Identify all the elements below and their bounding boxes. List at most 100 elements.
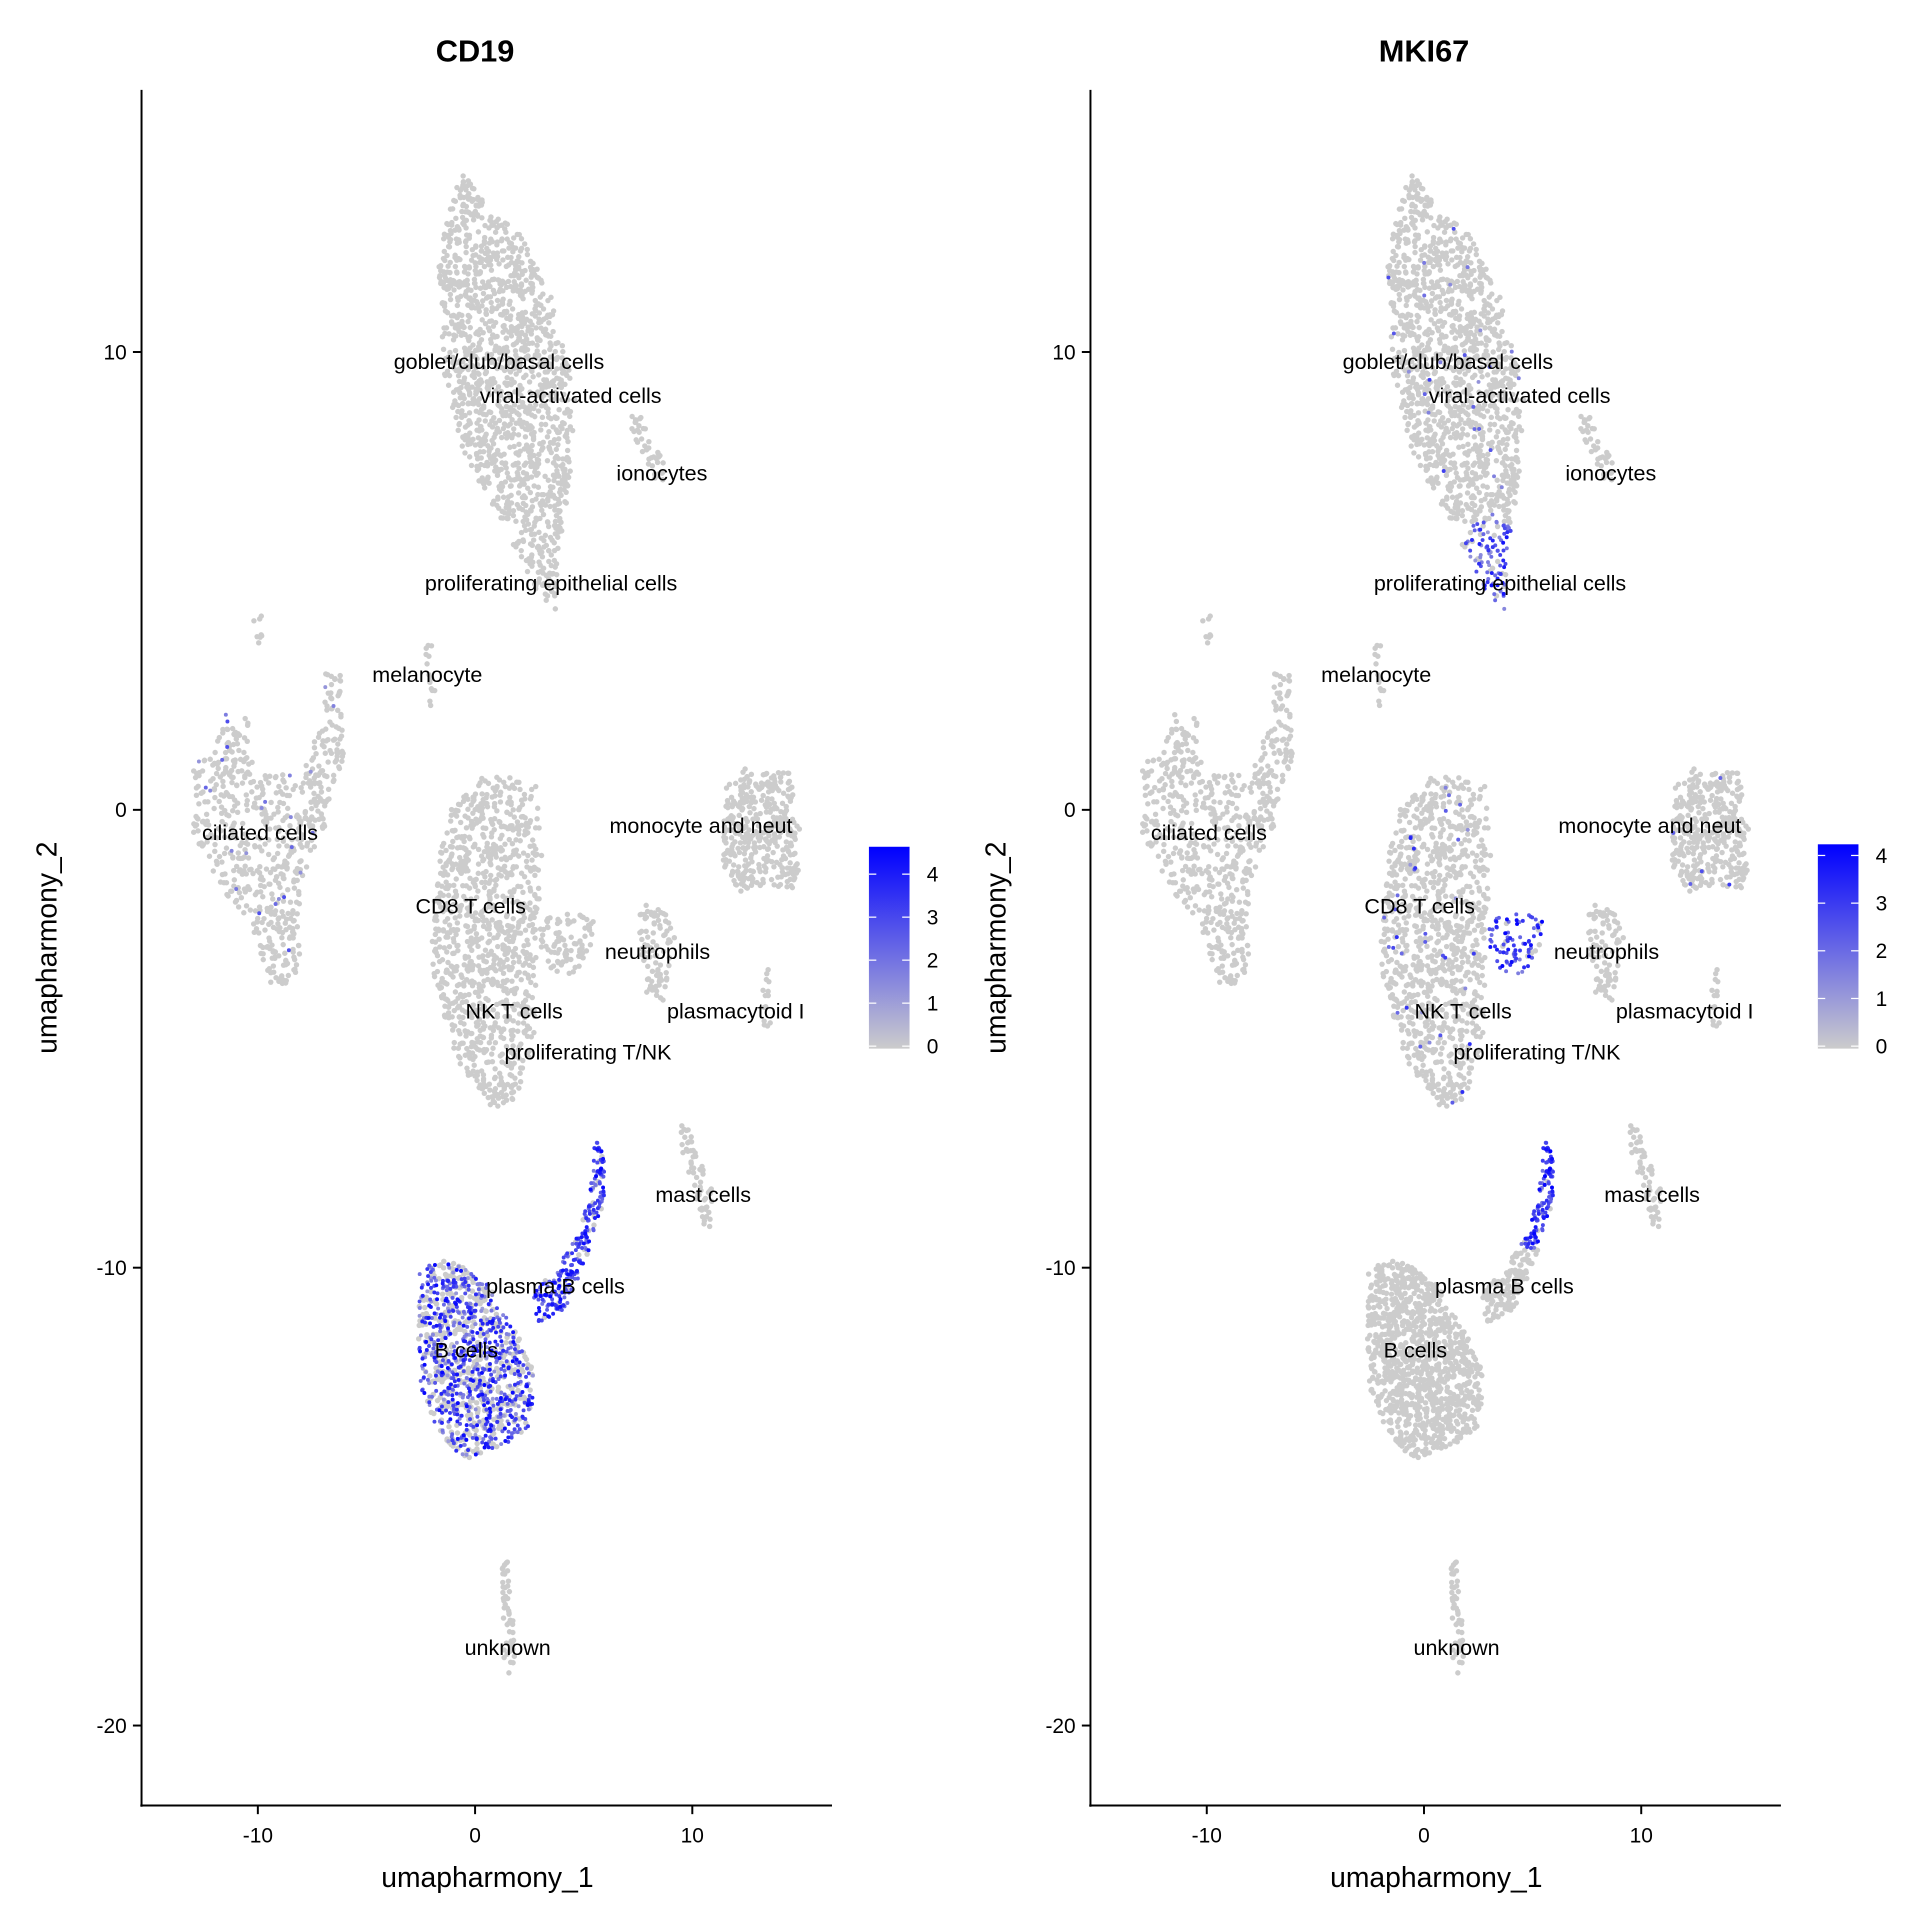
cell-point [535,569,542,576]
cell-point [442,919,448,925]
cell-point [516,831,522,837]
cell-point [444,309,451,316]
cell-point [443,934,449,940]
cell-point [454,834,460,841]
cell-point [765,988,771,995]
cell-point [196,841,202,847]
cell-point [446,331,452,337]
cell-point [488,1383,493,1388]
cell-point [771,882,777,888]
cell-point [488,308,495,315]
cell-point [491,1325,496,1330]
cell-point [747,875,754,881]
cell-point [563,947,570,953]
cell-point [446,1392,451,1397]
cell-point [472,910,479,916]
cell-point [502,226,508,232]
cell-point [483,825,489,832]
cell-point [647,986,653,992]
cell-point [504,1322,509,1327]
cell-point [536,451,542,457]
cell-point [562,1295,567,1300]
cell-point [491,966,498,972]
cell-point [260,944,266,951]
cell-point [210,776,216,782]
cell-point [451,882,457,888]
cell-point [543,314,550,321]
cell-point [516,441,522,448]
cell-point [417,1272,422,1277]
cell-point [501,1647,507,1653]
cell-point [593,1183,598,1187]
cell-point [785,793,791,799]
cell-point [492,850,499,857]
cell-point [473,202,480,208]
cell-point [418,1333,423,1338]
cell-point [473,1276,478,1281]
cell-point [643,914,650,920]
cell-point [465,271,471,277]
cell-point [497,1318,502,1322]
cell-point [645,934,651,940]
cell-point [470,1347,475,1352]
cell-point [455,297,461,304]
cell-point [762,1003,769,1010]
cell-point [461,375,468,381]
cell-point [204,834,210,840]
cell-point [469,1042,476,1048]
cell-point [563,958,569,964]
cell-point [468,822,474,829]
cell-point [491,1023,497,1030]
cell-point [441,303,448,310]
cell-point [662,918,669,924]
cell-point [453,813,460,819]
cell-point [488,1051,495,1057]
cell-point [587,942,594,948]
cell-point [522,346,529,353]
cell-point [463,243,469,250]
cell-point [212,749,218,756]
cell-point [520,1020,527,1026]
cell-point [527,817,534,824]
cell-point [517,838,523,844]
cell-point [257,835,263,842]
cell-point [595,1206,600,1211]
cell-point [458,1364,463,1369]
cell-point [440,346,447,352]
cell-point [478,248,485,254]
cell-point [504,1315,509,1320]
cell-point [474,463,480,470]
cell-point [639,448,646,455]
cell-point [272,866,278,872]
cell-point [268,919,274,926]
cell-point [467,430,473,436]
cell-point [484,840,490,847]
cell-point [325,759,331,765]
cell-point [208,834,215,841]
cell-point [430,1394,434,1399]
cell-point [451,895,457,901]
cell-point [522,332,529,338]
cell-point [442,372,448,379]
cell-point [463,860,469,866]
cell-point [480,870,486,877]
cell-point [283,785,289,791]
cell-point [484,1059,490,1066]
cell-point [515,1020,521,1026]
cell-point [230,808,236,814]
cell-point [494,1011,501,1017]
cell-point [523,354,529,360]
cell-point [533,401,539,408]
cell-point [460,179,467,186]
cell-point [538,357,544,364]
cell-point [199,768,206,774]
cell-point [458,384,464,391]
cell-point [494,472,501,479]
cell-point [463,1280,468,1284]
cell-point [481,485,488,491]
cell-point [723,785,730,791]
cell-point [447,239,453,245]
cell-point [513,1416,518,1421]
cell-point [707,1216,713,1222]
